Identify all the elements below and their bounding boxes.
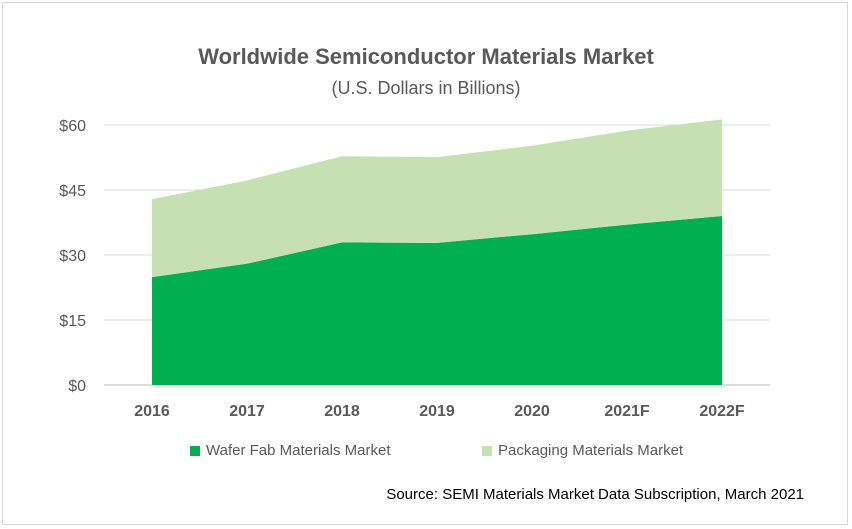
y-tick-label: $30: [59, 248, 86, 265]
legend-label-packaging: Packaging Materials Market: [498, 442, 684, 459]
x-tick-label: 2018: [324, 403, 360, 420]
legend-swatch-packaging: [482, 445, 492, 456]
x-tick-label: 2020: [514, 403, 550, 420]
x-tick-label: 2021F: [604, 403, 650, 420]
legend-item-packaging: Packaging Materials Market: [482, 442, 683, 459]
legend-item-wafer-fab: Wafer Fab Materials Market: [190, 442, 391, 459]
legend-label-wafer-fab: Wafer Fab Materials Market: [206, 442, 391, 459]
y-tick-label: $60: [59, 118, 86, 135]
x-tick-label: 2019: [419, 403, 455, 420]
x-tick-label: 2016: [134, 403, 170, 420]
area-series-packaging: [152, 119, 722, 278]
chart-title: Worldwide Semiconductor Materials Market: [198, 44, 654, 69]
y-tick-label: $45: [59, 183, 86, 200]
legend-swatch-wafer-fab: [190, 445, 200, 456]
y-tick-label: $15: [59, 313, 86, 330]
area-series-wafer-fab: [152, 216, 722, 385]
legend: Wafer Fab Materials Market Packaging Mat…: [0, 442, 852, 462]
y-tick-label: $0: [68, 378, 86, 395]
source-note: Source: SEMI Materials Market Data Subsc…: [386, 486, 804, 503]
x-tick-label: 2022F: [699, 403, 745, 420]
x-tick-label: 2017: [229, 403, 265, 420]
chart-subtitle: (U.S. Dollars in Billions): [331, 78, 521, 98]
